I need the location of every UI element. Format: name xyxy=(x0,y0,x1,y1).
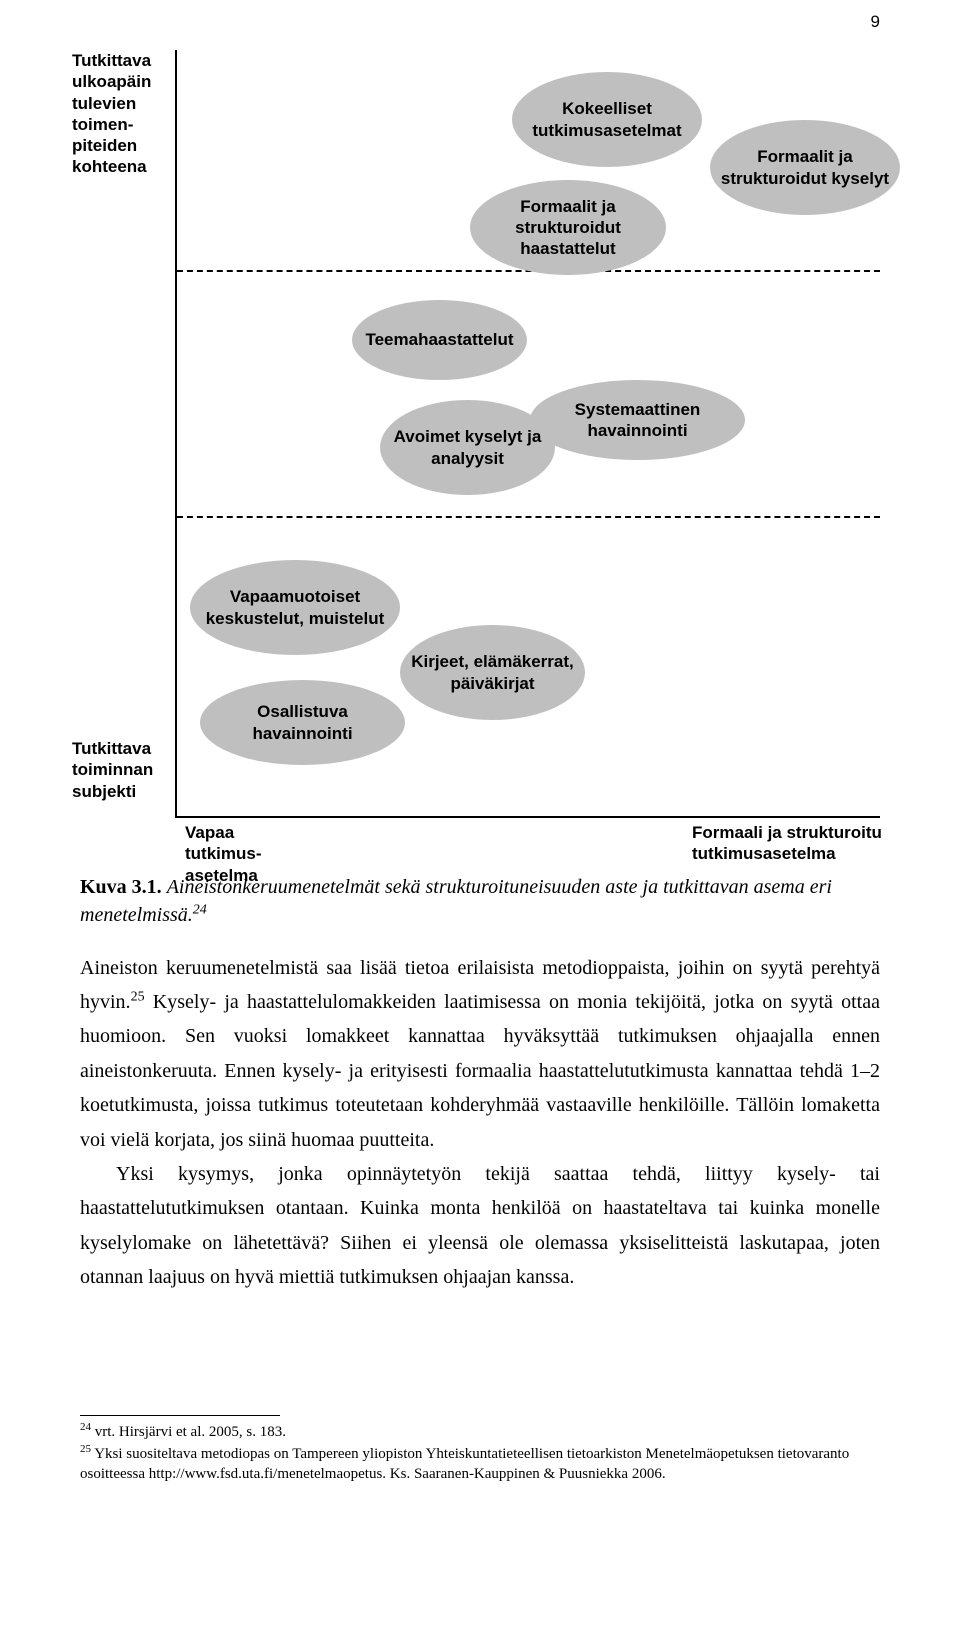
y-axis-bottom-label: Tutkittava toiminnan subjekti xyxy=(72,738,172,802)
method-ellipse: Kokeelliset tutkimus­asetelmat xyxy=(512,72,702,167)
footnote-number: 24 xyxy=(80,1421,91,1433)
y-axis-line xyxy=(175,50,177,818)
footnote-25-text: Yksi suositeltava metodiopas on Tamperee… xyxy=(80,1446,849,1482)
paragraph-2: Yksi kysymys, jonka opinnäytetyön tekijä… xyxy=(80,1157,880,1295)
method-ellipse: Vapaamuotoi­set keskustelut, muistelut xyxy=(190,560,400,655)
methods-diagram: Tutkittava ulkoapäin tulevien toimen­pit… xyxy=(80,50,880,870)
page-root: 9 Tutkittava ulkoapäin tulevien toimen­p… xyxy=(0,0,960,1524)
x-axis-right-label: Formaali ja strukturoitu tutkimusasetelm… xyxy=(692,822,892,865)
method-ellipse: Formaalit ja strukturoidut haastattelut xyxy=(470,180,666,275)
method-ellipse: Formaalit ja strukturoidut kyselyt xyxy=(710,120,900,215)
x-axis-left-label: Vapaa tutkimus­asetelma xyxy=(185,822,305,886)
page-number: 9 xyxy=(871,12,880,32)
p1-part-b: Kysely- ja haastattelulomakkeiden laatim… xyxy=(80,991,880,1151)
method-ellipse: Avoimet kyselyt ja analyysit xyxy=(380,400,555,495)
method-ellipse: Systemaattinen havainnointi xyxy=(530,380,745,460)
footnotes-block: 24 vrt. Hirsjärvi et al. 2005, s. 183. 2… xyxy=(80,1420,880,1485)
method-ellipse: Kirjeet, elämäkerrat, päiväkirjat xyxy=(400,625,585,720)
method-ellipse: Osallistuva havainnointi xyxy=(200,680,405,765)
footnote-24: 24 vrt. Hirsjärvi et al. 2005, s. 183. xyxy=(80,1420,880,1443)
footnote-ref-25: 25 xyxy=(131,989,145,1004)
y-axis-top-label: Tutkittava ulkoapäin tulevien toimen­pit… xyxy=(72,50,172,178)
horizontal-dashed-line xyxy=(177,516,880,518)
caption-title: Kuva 3.1. xyxy=(80,876,162,898)
body-text: Aineiston keruumenetelmistä saa lisää ti… xyxy=(80,951,880,1295)
footnote-separator xyxy=(80,1415,280,1416)
caption-footnote-ref: 24 xyxy=(193,902,207,917)
footnote-number: 25 xyxy=(80,1443,91,1455)
paragraph-1: Aineiston keruumenetelmistä saa lisää ti… xyxy=(80,951,880,1157)
footnote-25: 25 Yksi suositeltava metodiopas on Tampe… xyxy=(80,1442,880,1484)
footnote-24-text: vrt. Hirsjärvi et al. 2005, s. 183. xyxy=(95,1424,286,1440)
method-ellipse: Teema­haastattelut xyxy=(352,300,527,380)
x-axis-line xyxy=(175,816,880,818)
